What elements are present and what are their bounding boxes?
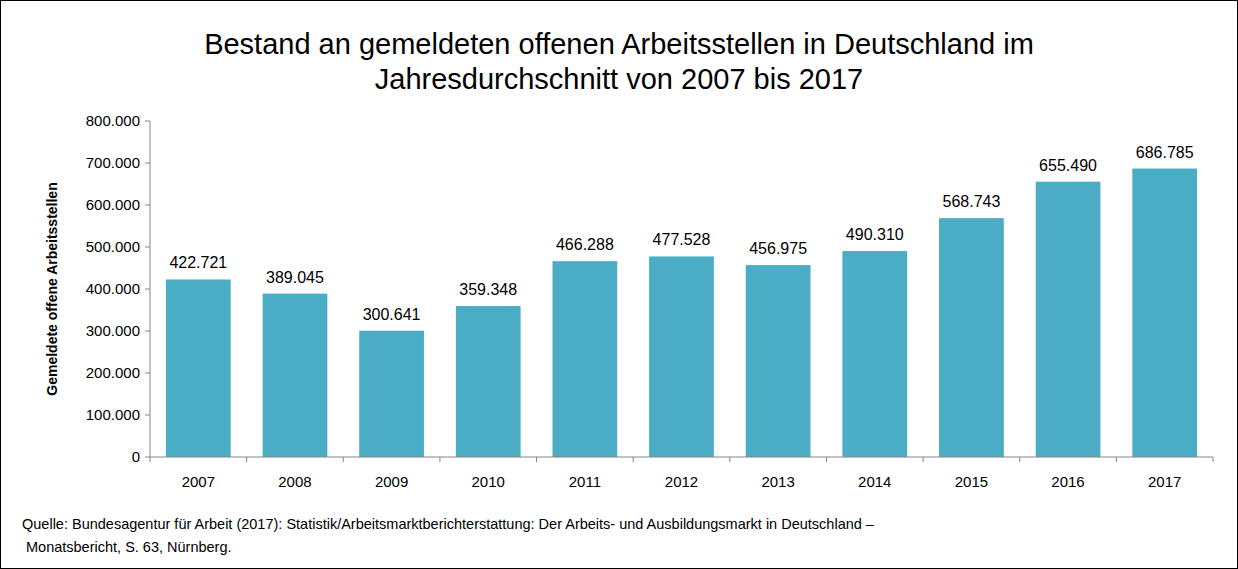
frame — [1, 1, 1238, 569]
y-tick — [145, 247, 150, 248]
data-label: 456.975 — [749, 240, 807, 257]
x-tick-label: 2009 — [375, 473, 408, 490]
x-tick-label: 2011 — [569, 473, 601, 490]
title-line: Bestand an gemeldeten offenen Arbeitsste… — [204, 28, 1034, 60]
x-tick-label: 2010 — [472, 473, 505, 490]
y-tick-label: 400.000 — [86, 280, 140, 297]
bar — [263, 294, 328, 457]
x-axis — [150, 457, 1213, 458]
x-tick — [1213, 457, 1214, 462]
y-tick — [145, 289, 150, 290]
data-label: 686.785 — [1136, 144, 1194, 161]
y-tick-label: 600.000 — [86, 196, 140, 213]
title-line: Jahresdurchschnitt von 2007 bis 2017 — [375, 63, 863, 95]
x-tick-label: 2008 — [278, 473, 311, 490]
x-tick-label: 2016 — [1051, 473, 1084, 490]
x-tick — [536, 457, 537, 462]
bar — [359, 331, 424, 457]
bar — [842, 251, 907, 457]
x-tick — [729, 457, 730, 462]
data-label: 490.310 — [846, 226, 904, 243]
y-tick-label: 100.000 — [86, 406, 140, 423]
bar — [166, 279, 231, 457]
x-tick — [923, 457, 924, 462]
data-label: 466.288 — [556, 236, 614, 253]
x-tick — [343, 457, 344, 462]
data-label: 655.490 — [1039, 157, 1097, 174]
bar — [649, 256, 714, 457]
x-tick — [439, 457, 440, 462]
title: Bestand an gemeldeten offenen Arbeitsste… — [204, 28, 1034, 95]
source-note: Quelle: Bundesagentur für Arbeit (2017):… — [22, 516, 875, 532]
y-tick — [145, 163, 150, 164]
bar — [552, 261, 617, 457]
bar — [1036, 182, 1101, 457]
bar — [456, 306, 521, 457]
y-tick-label: 800.000 — [86, 112, 140, 129]
data-label: 300.641 — [363, 306, 421, 323]
data-label: 477.528 — [653, 231, 711, 248]
data-label: 422.721 — [169, 254, 227, 271]
x-tick — [150, 457, 151, 462]
y-tick — [145, 457, 150, 458]
data-label: 568.743 — [942, 193, 1000, 210]
y-tick — [145, 373, 150, 374]
x-tick — [633, 457, 634, 462]
x-tick — [826, 457, 827, 462]
source-note: Monatsbericht, S. 63, Nürnberg. — [26, 539, 232, 555]
y-axis — [150, 121, 151, 457]
y-tick-label: 200.000 — [86, 364, 140, 381]
x-tick-label: 2014 — [858, 473, 891, 490]
x-tick-label: 2013 — [761, 473, 794, 490]
x-tick — [246, 457, 247, 462]
chart: Bestand an gemeldeten offenen Arbeitsste… — [0, 0, 1238, 569]
y-tick-label: 300.000 — [86, 322, 140, 339]
x-tick-label: 2012 — [665, 473, 698, 490]
y-tick-label: 700.000 — [86, 154, 140, 171]
bars — [166, 169, 1197, 457]
x-tick — [1019, 457, 1020, 462]
y-tick-label: 0 — [132, 448, 140, 465]
y-axis-label: Gemeldete offene Arbeitsstellen — [44, 182, 60, 395]
x-tick-label: 2007 — [182, 473, 215, 490]
y-tick — [145, 331, 150, 332]
y-tick — [145, 415, 150, 416]
x-tick-label: 2017 — [1148, 473, 1181, 490]
data-label: 389.045 — [266, 269, 324, 286]
bar — [939, 218, 1004, 457]
x-tick — [1116, 457, 1117, 462]
y-tick — [145, 121, 150, 122]
x-tick-label: 2015 — [955, 473, 988, 490]
data-label: 359.348 — [459, 281, 517, 298]
y-tick-label: 500.000 — [86, 238, 140, 255]
bar — [746, 265, 811, 457]
y-tick — [145, 205, 150, 206]
bar — [1132, 169, 1197, 457]
